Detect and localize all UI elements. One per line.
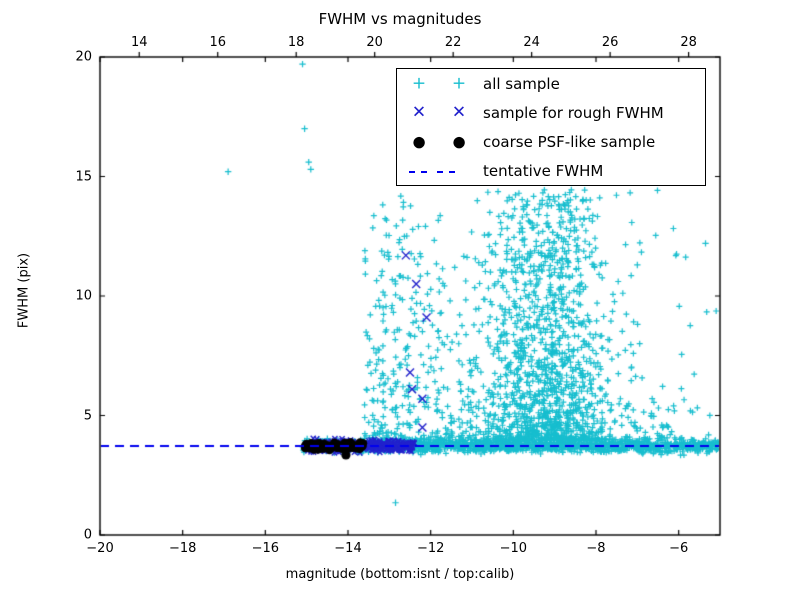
- legend-label-psf-like: coarse PSF-like sample: [483, 132, 656, 151]
- xtick-top-label: 16: [209, 35, 226, 50]
- cross-icon: ✕: [451, 102, 467, 122]
- dot-icon: ●: [412, 132, 426, 150]
- ytick-label: 5: [83, 408, 92, 423]
- chart-title: FWHM vs magnitudes: [318, 10, 482, 28]
- x-axis-label: magnitude (bottom:isnt / top:calib): [285, 567, 515, 582]
- legend-item-rough-fwhm: ✕ ✕ sample for rough FWHM: [397, 98, 705, 127]
- plus-icon: +: [411, 73, 427, 93]
- xtick-top-label: 26: [601, 35, 619, 50]
- dot-icon: ●: [452, 132, 466, 150]
- legend-label-rough-fwhm: sample for rough FWHM: [483, 103, 664, 122]
- legend-handle-dashed-line: [397, 156, 483, 185]
- dash-icon: [409, 170, 427, 173]
- ytick-label: 10: [75, 288, 92, 304]
- xtick-top-label: 28: [680, 35, 697, 50]
- y-axis-label: FWHM (pix): [16, 252, 32, 329]
- ytick-label: 15: [75, 169, 92, 184]
- xtick-bottom-label: −16: [251, 541, 280, 556]
- legend-item-tentative-fwhm: tentative FWHM: [397, 156, 705, 185]
- xtick-top-label: 18: [287, 35, 305, 50]
- legend-item-all-sample: + + all sample: [397, 69, 705, 98]
- legend-handle-ex: ✕ ✕: [397, 98, 483, 127]
- xtick-bottom-label: −6: [669, 541, 689, 556]
- xtick-top-label: 20: [366, 35, 383, 50]
- legend-label-tentative-fwhm: tentative FWHM: [483, 161, 604, 180]
- legend-handle-plus: + +: [397, 69, 483, 98]
- xtick-bottom-label: −20: [86, 541, 114, 556]
- legend: + + all sample ✕ ✕ sample for rough FWHM…: [396, 68, 706, 186]
- legend-label-all-sample: all sample: [483, 74, 560, 93]
- xtick-top-label: 14: [130, 35, 148, 50]
- ytick-label: 0: [83, 527, 92, 543]
- legend-handle-dot: ● ●: [397, 127, 483, 156]
- legend-item-psf-like: ● ● coarse PSF-like sample: [397, 127, 705, 156]
- xtick-top-label: 24: [523, 35, 540, 50]
- xtick-bottom-label: −10: [499, 541, 528, 556]
- xtick-bottom-label: −8: [586, 541, 606, 556]
- xtick-bottom-label: −18: [168, 541, 197, 556]
- plus-icon: +: [451, 73, 467, 93]
- dash-icon: [437, 170, 455, 173]
- cross-icon: ✕: [411, 102, 427, 122]
- xtick-top-label: 22: [444, 35, 462, 50]
- ytick-label: 20: [75, 49, 92, 65]
- xtick-bottom-label: −12: [416, 541, 445, 556]
- xtick-bottom-label: −14: [334, 541, 362, 556]
